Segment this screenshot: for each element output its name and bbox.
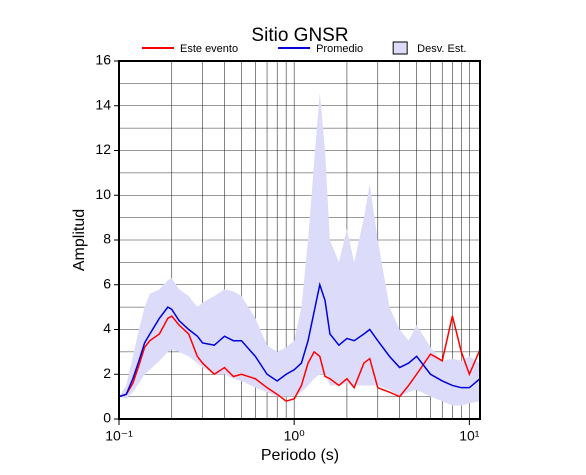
chart-title: Sitio GNSR bbox=[251, 25, 348, 46]
y-tick-label: 0 bbox=[103, 410, 111, 426]
x-tick-label: 10¹ bbox=[459, 428, 480, 444]
legend-label: Promedio bbox=[316, 43, 363, 55]
x-tick-label: 10⁻¹ bbox=[105, 428, 133, 444]
y-tick-label: 12 bbox=[95, 141, 111, 157]
y-tick-label: 4 bbox=[103, 320, 111, 336]
x-tick-label: 10⁰ bbox=[284, 428, 306, 444]
legend-label: Este evento bbox=[180, 43, 238, 55]
y-axis-label: Amplitud bbox=[71, 209, 88, 271]
y-tick-label: 8 bbox=[103, 231, 111, 247]
y-tick-label: 6 bbox=[103, 275, 111, 291]
y-tick-label: 2 bbox=[103, 365, 111, 381]
y-tick-label: 14 bbox=[95, 96, 111, 112]
y-tick-label: 10 bbox=[95, 186, 111, 202]
y-tick-label: 16 bbox=[95, 52, 111, 68]
legend-label: Desv. Est. bbox=[417, 43, 466, 55]
legend-swatch bbox=[392, 41, 408, 55]
x-axis-label: Periodo (s) bbox=[261, 447, 339, 464]
series-line bbox=[118, 315, 481, 402]
series-line bbox=[118, 281, 481, 398]
plot-frame bbox=[118, 60, 481, 420]
std-band bbox=[119, 92, 480, 406]
